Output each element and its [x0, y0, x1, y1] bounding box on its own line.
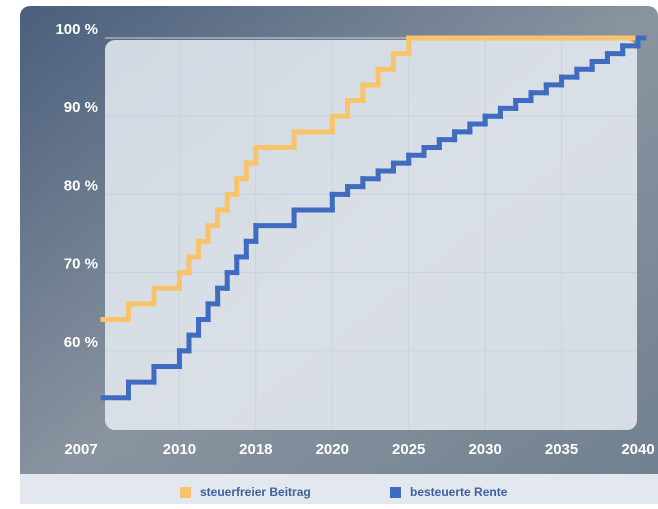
x-tick-label: 2040: [621, 441, 654, 458]
legend-band: [20, 474, 658, 504]
legend-swatch: [180, 487, 191, 498]
x-tick-label: 2020: [316, 441, 349, 458]
x-tick-label: 2018: [239, 441, 272, 458]
y-tick-label: 60 %: [64, 334, 98, 351]
chart: 60 % 70 % 80 % 90 % 100 % 2007 2010 2018 2020 202…: [0, 0, 658, 504]
y-tick-label: 80 %: [64, 177, 98, 194]
x-tick-label: 2030: [468, 441, 501, 458]
legend-label: besteuerte Rente: [410, 485, 508, 499]
x-tick-label: 2035: [545, 441, 578, 458]
y-tick-label: 100 %: [55, 21, 98, 38]
y-tick-label: 90 %: [64, 99, 98, 116]
x-tick-label: 2010: [163, 441, 196, 458]
legend-label: steuerfreier Beitrag: [200, 485, 311, 499]
x-tick-label: 2025: [392, 441, 425, 458]
y-tick-label: 70 %: [64, 256, 98, 273]
x-tick-label: 2007: [64, 441, 97, 458]
legend-swatch: [390, 487, 401, 498]
plot-panel: [105, 40, 637, 430]
